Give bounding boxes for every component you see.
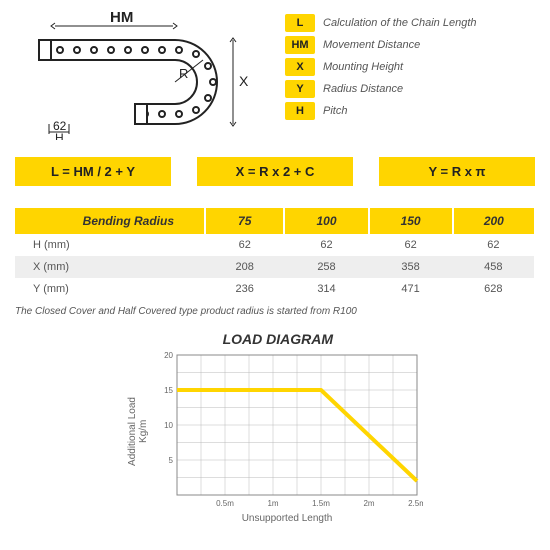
formula-box: X = R x 2 + C xyxy=(197,157,353,186)
load-chart: 0.5m 1m 1.5m 2m 2.5m 5 10 15 20 xyxy=(153,351,423,511)
formula-row: L = HM / 2 + Y X = R x 2 + C Y = R x π xyxy=(15,157,535,186)
load-diagram-title: LOAD DIAGRAM xyxy=(127,331,423,347)
label-hm: HM xyxy=(110,10,133,26)
svg-text:0.5m: 0.5m xyxy=(216,499,234,508)
svg-text:10: 10 xyxy=(164,421,173,430)
legend-row: H Pitch xyxy=(285,102,535,120)
legend-text: Mounting Height xyxy=(323,61,403,73)
svg-text:2m: 2m xyxy=(363,499,374,508)
legend: L Calculation of the Chain Length HM Movem… xyxy=(285,10,535,143)
table-col: 200 xyxy=(453,208,534,234)
formula-box: L = HM / 2 + Y xyxy=(15,157,171,186)
legend-text: Pitch xyxy=(323,105,347,117)
chain-body xyxy=(49,40,217,124)
legend-tag: H xyxy=(285,102,315,120)
legend-text: Movement Distance xyxy=(323,39,420,51)
note: The Closed Cover and Half Covered type p… xyxy=(15,306,535,317)
cell: 258 xyxy=(284,256,368,278)
top-row: HM R xyxy=(15,10,535,143)
cell: 236 xyxy=(205,278,284,300)
table-col: 75 xyxy=(205,208,284,234)
legend-row: X Mounting Height xyxy=(285,58,535,76)
table-header-label: Bending Radius xyxy=(15,208,205,234)
legend-row: L Calculation of the Chain Length xyxy=(285,14,535,32)
legend-tag: X xyxy=(285,58,315,76)
svg-text:1m: 1m xyxy=(267,499,278,508)
bending-radius-table: Bending Radius 75 100 150 200 H (mm) 62 … xyxy=(15,208,535,300)
cell: 62 xyxy=(205,234,284,256)
row-label: X (mm) xyxy=(15,256,205,278)
formula-box: Y = R x π xyxy=(379,157,535,186)
chart-ylabel: Additional LoadKg/m xyxy=(127,397,149,466)
cell: 628 xyxy=(453,278,534,300)
cell: 208 xyxy=(205,256,284,278)
legend-row: HM Movement Distance xyxy=(285,36,535,54)
table-col: 150 xyxy=(369,208,453,234)
row-label: Y (mm) xyxy=(15,278,205,300)
table-row: Y (mm) 236 314 471 628 xyxy=(15,278,534,300)
legend-tag: Y xyxy=(285,80,315,98)
cell: 62 xyxy=(369,234,453,256)
legend-text: Calculation of the Chain Length xyxy=(323,17,477,29)
legend-tag: L xyxy=(285,14,315,32)
label-x: X xyxy=(239,73,249,89)
legend-row: Y Radius Distance xyxy=(285,80,535,98)
row-label: H (mm) xyxy=(15,234,205,256)
legend-text: Radius Distance xyxy=(323,83,403,95)
chain-diagram: HM R xyxy=(15,10,265,143)
cell: 358 xyxy=(369,256,453,278)
cell: 62 xyxy=(453,234,534,256)
cell: 314 xyxy=(284,278,368,300)
table-col: 100 xyxy=(284,208,368,234)
chart-xlabel: Unsupported Length xyxy=(127,513,423,524)
label-h: H xyxy=(55,131,64,140)
svg-text:15: 15 xyxy=(164,386,173,395)
legend-tag: HM xyxy=(285,36,315,54)
svg-text:20: 20 xyxy=(164,351,173,360)
cell: 62 xyxy=(284,234,368,256)
cell: 458 xyxy=(453,256,534,278)
table-row: H (mm) 62 62 62 62 xyxy=(15,234,534,256)
load-diagram-section: LOAD DIAGRAM Additional LoadKg/m 0.5m 1m 1… xyxy=(15,331,535,524)
svg-text:2.5m: 2.5m xyxy=(408,499,423,508)
svg-text:1.5m: 1.5m xyxy=(312,499,330,508)
cell: 471 xyxy=(369,278,453,300)
label-r: R xyxy=(179,66,188,81)
table-row: X (mm) 208 258 358 458 xyxy=(15,256,534,278)
svg-text:5: 5 xyxy=(169,456,174,465)
